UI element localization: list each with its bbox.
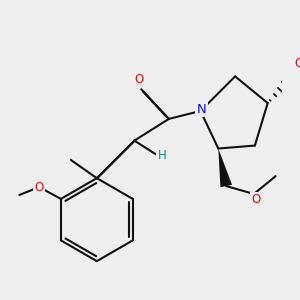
Text: O: O: [295, 57, 300, 70]
Text: O: O: [251, 194, 260, 206]
Polygon shape: [218, 148, 232, 187]
Text: N: N: [196, 103, 206, 116]
Text: O: O: [135, 73, 144, 86]
Text: O: O: [34, 181, 44, 194]
Text: H: H: [158, 149, 166, 162]
